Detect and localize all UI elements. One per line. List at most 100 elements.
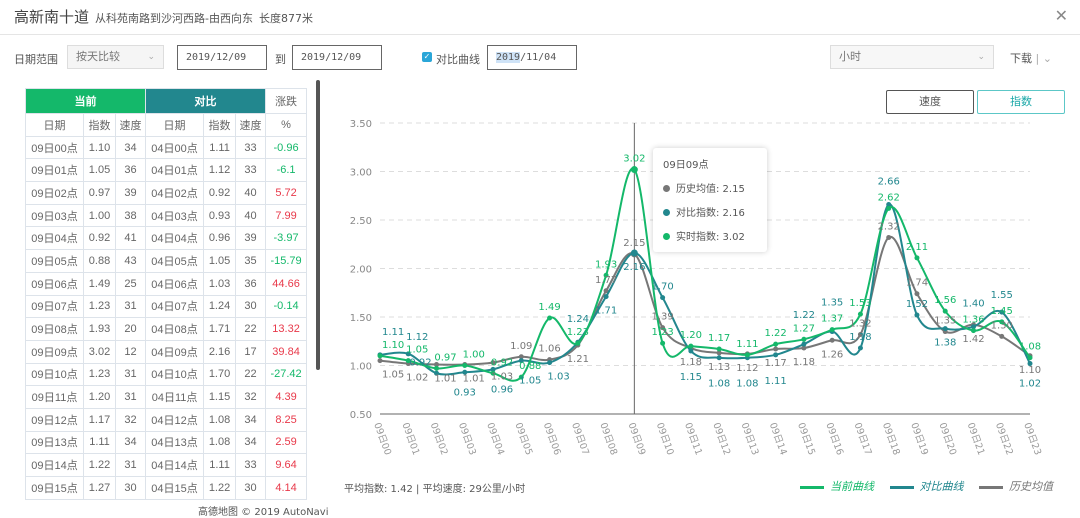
index-button[interactable]: 指数 <box>977 90 1065 114</box>
data-point[interactable] <box>660 340 666 346</box>
data-point[interactable] <box>744 352 750 358</box>
data-point[interactable] <box>999 309 1005 315</box>
table-cell: 09日06点 <box>25 271 84 296</box>
x-tick-label: 09日08点 <box>597 421 622 455</box>
line-chart: 0.50 1.00 1.50 2.00 2.50 3.00 3.50 09日00点 09日01点… <box>350 119 1047 455</box>
data-point[interactable] <box>462 369 468 375</box>
download-label: 下载 <box>1010 52 1032 65</box>
table-cell: 1.93 <box>83 317 116 341</box>
data-point[interactable] <box>434 365 440 371</box>
data-label: 0.93 <box>454 387 476 398</box>
data-point[interactable] <box>462 363 468 368</box>
legend-compare[interactable]: 对比曲线 <box>889 480 964 493</box>
data-point[interactable] <box>801 341 807 347</box>
data-point[interactable] <box>603 272 609 278</box>
mode-select[interactable]: 按天比较 ⌄ <box>67 45 164 69</box>
table-cell: 04日09点 <box>145 339 205 364</box>
data-point[interactable] <box>886 205 892 211</box>
legend-current[interactable]: 当前曲线 <box>800 480 874 493</box>
data-point[interactable] <box>547 360 553 366</box>
table-cell: 1.08 <box>203 407 237 432</box>
table-cell: 31 <box>114 362 147 387</box>
end-date-input[interactable]: 2019/12/09 <box>292 45 382 70</box>
data-point[interactable] <box>999 319 1005 325</box>
data-point[interactable] <box>716 350 722 356</box>
data-point[interactable] <box>857 311 863 317</box>
compare-label: 对比曲线 <box>436 53 480 66</box>
data-point[interactable] <box>857 345 863 351</box>
data-point[interactable] <box>716 355 722 361</box>
data-point[interactable] <box>405 351 411 357</box>
data-point[interactable] <box>773 346 779 352</box>
table-cell: 09日14点 <box>25 453 84 477</box>
data-point[interactable] <box>603 294 609 300</box>
data-point[interactable] <box>999 333 1005 339</box>
data-label: 1.10 <box>1019 365 1041 376</box>
data-point[interactable] <box>434 362 440 368</box>
compare-date-input[interactable]: 2019/11/04 <box>487 45 577 70</box>
data-point[interactable] <box>942 326 948 332</box>
data-point[interactable] <box>857 331 863 337</box>
table-scrollbar[interactable] <box>316 80 320 370</box>
table-cell: 09日12点 <box>25 407 84 432</box>
data-point[interactable] <box>630 166 638 174</box>
data-point[interactable] <box>575 340 581 346</box>
data-point[interactable] <box>518 358 524 364</box>
data-point[interactable] <box>970 324 976 330</box>
data-point[interactable] <box>434 370 440 376</box>
granularity-select[interactable]: 小时 ⌄ <box>830 45 994 69</box>
table-cell: 09日10点 <box>25 362 84 387</box>
data-point[interactable] <box>660 325 666 331</box>
data-point[interactable] <box>688 348 694 354</box>
data-point[interactable] <box>886 201 892 207</box>
divider <box>0 34 1080 35</box>
speed-button[interactable]: 速度 <box>886 90 974 114</box>
data-point[interactable] <box>660 295 666 301</box>
table-cell: 04日07点 <box>145 294 205 319</box>
table-cell: -27.42 <box>265 362 308 387</box>
data-label: 1.08 <box>1019 342 1041 353</box>
data-point[interactable] <box>603 288 609 294</box>
data-point[interactable] <box>688 343 694 349</box>
data-point[interactable] <box>914 312 920 318</box>
data-point[interactable] <box>490 366 496 372</box>
data-point[interactable] <box>970 328 976 334</box>
data-point[interactable] <box>490 360 496 366</box>
data-point[interactable] <box>829 327 835 333</box>
data-point[interactable] <box>1027 361 1033 367</box>
data-point[interactable] <box>942 308 948 314</box>
data-point[interactable] <box>886 234 892 240</box>
data-label: 1.20 <box>680 330 702 341</box>
data-point[interactable] <box>914 255 920 261</box>
data-point[interactable] <box>518 354 524 360</box>
data-point[interactable] <box>773 341 779 347</box>
data-point[interactable] <box>630 249 638 257</box>
group-compare: 对比 <box>145 88 267 114</box>
data-point[interactable] <box>914 291 920 297</box>
start-date-input[interactable]: 2019/12/09 <box>177 45 267 70</box>
data-point[interactable] <box>547 315 553 321</box>
table-cell: 0.88 <box>83 249 116 273</box>
data-point[interactable] <box>716 346 722 352</box>
data-point[interactable] <box>377 358 383 364</box>
table-cell: 3.02 <box>83 339 116 364</box>
table-cell: 30 <box>235 476 267 500</box>
data-point[interactable] <box>773 352 779 358</box>
table-cell: 1.70 <box>203 362 237 387</box>
data-label: 1.35 <box>934 316 956 327</box>
data-point[interactable] <box>518 374 524 380</box>
data-point[interactable] <box>405 358 411 364</box>
data-point[interactable] <box>377 353 383 359</box>
table-cell: 04日00点 <box>145 135 205 160</box>
data-point[interactable] <box>829 337 835 343</box>
close-icon[interactable]: ✕ <box>1054 6 1068 25</box>
data-point[interactable] <box>1027 355 1033 361</box>
compare-checkbox[interactable]: ✓ <box>422 52 432 62</box>
data-point[interactable] <box>801 336 807 342</box>
legend-history[interactable]: 历史均值 <box>979 480 1053 493</box>
data-point[interactable] <box>801 345 807 351</box>
download-button[interactable]: 下载 | ⌄ <box>1010 52 1052 65</box>
table-cell: 2.59 <box>265 430 308 455</box>
data-point[interactable] <box>490 370 496 376</box>
data-label: 1.55 <box>991 290 1013 301</box>
